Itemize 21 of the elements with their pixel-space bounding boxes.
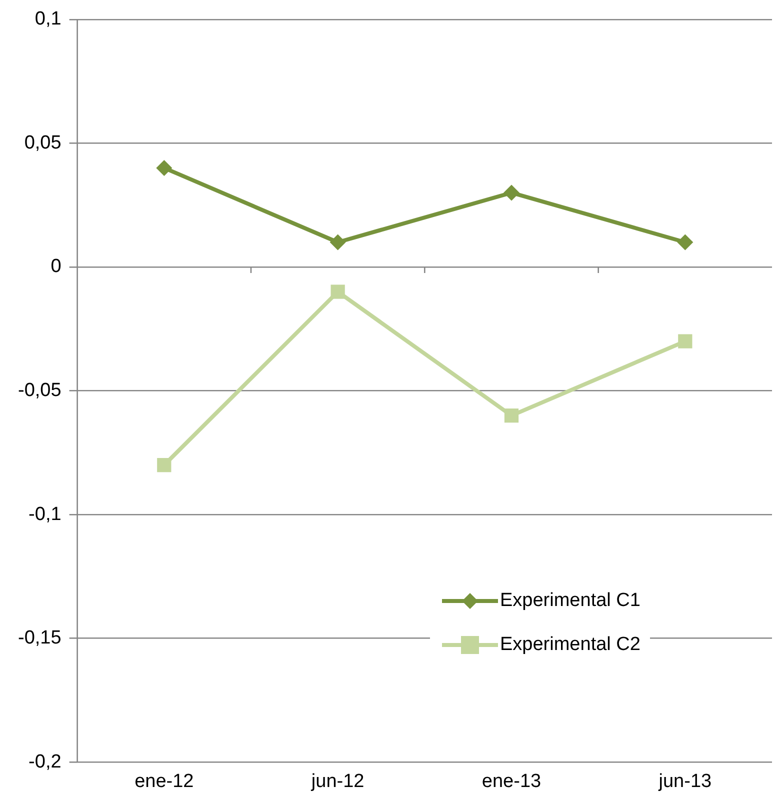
y-tick-label: -0,1 xyxy=(28,504,62,525)
point xyxy=(504,408,519,423)
x-tick-label: ene-13 xyxy=(482,770,542,792)
point xyxy=(330,234,346,250)
x-tick-label: jun-12 xyxy=(310,770,364,792)
point xyxy=(330,284,345,299)
point xyxy=(157,458,172,472)
y-tick-label: -0,15 xyxy=(18,628,62,649)
point xyxy=(677,234,694,250)
y-tick-label: 0,1 xyxy=(34,8,62,30)
y-tick-label: 0,05 xyxy=(24,132,62,154)
legend-label: Experimental C2 xyxy=(500,634,640,656)
y-tick-label: -0,05 xyxy=(18,380,62,402)
legend-label: Experimental C1 xyxy=(500,590,640,612)
point xyxy=(678,334,692,348)
y-tick-label: -0,2 xyxy=(28,751,62,772)
point xyxy=(156,160,172,176)
y-tick-label: 0 xyxy=(50,256,62,278)
x-tick-label: ene-12 xyxy=(134,770,194,792)
x-tick-label: jun-13 xyxy=(658,770,712,792)
point xyxy=(503,184,520,201)
